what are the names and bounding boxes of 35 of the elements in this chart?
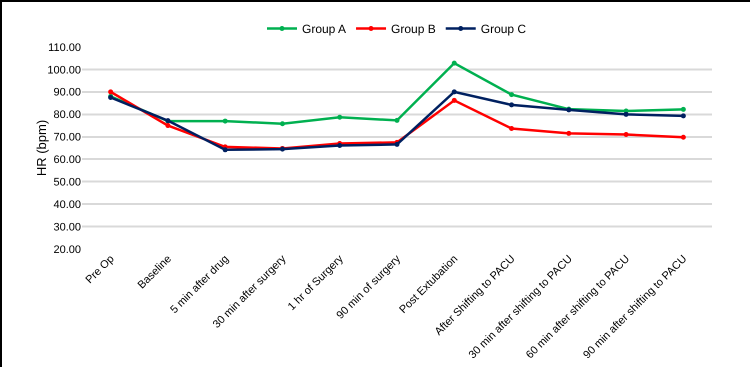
point xyxy=(108,89,114,94)
y-tick-label: 50.00 xyxy=(53,176,81,189)
point xyxy=(280,121,285,126)
point xyxy=(509,92,514,98)
legend-label: Group B xyxy=(391,22,436,36)
y-tick-label: 20.00 xyxy=(53,244,81,256)
legend-label: Group C xyxy=(480,22,526,36)
point xyxy=(680,113,686,118)
point xyxy=(680,106,686,112)
y-tick-label: 110.00 xyxy=(48,42,81,54)
point xyxy=(452,60,457,66)
point xyxy=(222,147,228,152)
point xyxy=(624,112,629,117)
y-tick-label: 60.00 xyxy=(53,154,81,166)
y-axis-title: HR (bpm) xyxy=(34,120,49,176)
point xyxy=(452,89,457,94)
y-tick-label: 80.00 xyxy=(53,109,81,122)
point xyxy=(452,98,457,103)
y-tick-label: 30.00 xyxy=(53,221,81,234)
point xyxy=(566,130,572,136)
y-tick-label: 40.00 xyxy=(53,198,81,211)
point xyxy=(222,118,228,124)
point xyxy=(624,132,629,138)
point xyxy=(165,123,170,128)
legend-label: Group A xyxy=(302,22,346,36)
y-tick-label: 100.00 xyxy=(47,64,81,76)
point xyxy=(394,118,400,123)
point xyxy=(509,102,514,108)
y-tick-label: 90.00 xyxy=(53,86,81,99)
x-tick-label: Pre Op xyxy=(84,253,117,286)
point xyxy=(337,143,342,148)
point xyxy=(680,134,686,140)
point xyxy=(337,114,342,120)
y-tick-label: 70.00 xyxy=(53,132,81,144)
point xyxy=(509,126,514,131)
